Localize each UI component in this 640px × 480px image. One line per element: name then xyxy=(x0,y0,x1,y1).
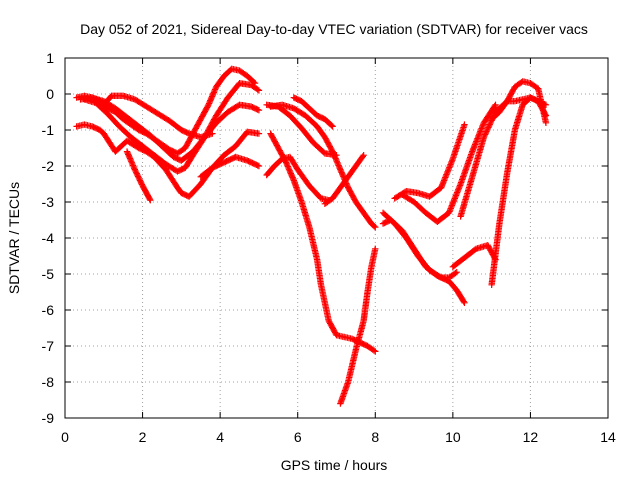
data-point-marker xyxy=(483,128,490,135)
y-tick-label: -6 xyxy=(42,302,55,318)
y-tick-label: -7 xyxy=(42,338,55,354)
data-point-marker xyxy=(146,195,153,203)
data-point-marker xyxy=(461,121,468,128)
x-axis-tick-labels: 0 2 4 6 8 10 12 14 xyxy=(61,429,616,445)
data-point-marker xyxy=(542,119,550,126)
series-arc-6 xyxy=(123,148,154,204)
data-point-marker xyxy=(359,153,366,160)
data-point-marker xyxy=(461,299,468,306)
data-point-marker xyxy=(329,123,336,130)
y-tick-label: 0 xyxy=(46,86,54,102)
data-point-marker xyxy=(485,122,493,130)
y-tick-label: -9 xyxy=(42,410,55,426)
data-point-marker xyxy=(452,269,459,277)
data-point-marker xyxy=(372,348,379,355)
data-point-marker xyxy=(453,269,460,276)
y-tick-label: -1 xyxy=(42,122,55,138)
data-point-marker xyxy=(486,121,493,128)
data-point-marker xyxy=(484,125,491,132)
series-arc-5 xyxy=(100,92,216,141)
series-arc-17 xyxy=(391,121,468,202)
x-tick-label: 6 xyxy=(294,429,302,445)
x-tick-label: 8 xyxy=(371,429,379,445)
data-series xyxy=(73,65,550,407)
y-tick-label: -3 xyxy=(42,194,55,210)
x-tick-label: 0 xyxy=(61,429,69,445)
data-point-marker xyxy=(370,347,378,354)
y-tick-label: -5 xyxy=(42,266,55,282)
y-tick-label: 1 xyxy=(46,50,54,66)
data-point-marker xyxy=(254,86,261,93)
y-tick-label: -8 xyxy=(42,374,55,390)
x-tick-label: 4 xyxy=(216,429,224,445)
data-point-marker xyxy=(209,130,216,137)
data-point-marker xyxy=(483,127,491,134)
chart-title: Day 052 of 2021, Sidereal Day-to-day VTE… xyxy=(80,21,588,37)
data-point-marker xyxy=(255,107,263,114)
series-arc-16 xyxy=(379,216,468,306)
series-arc-13 xyxy=(321,152,367,207)
data-point-marker xyxy=(255,162,263,170)
data-point-marker xyxy=(487,120,494,127)
data-point-marker xyxy=(482,129,490,137)
x-tick-label: 10 xyxy=(445,429,461,445)
x-tick-label: 12 xyxy=(523,429,539,445)
data-point-marker xyxy=(480,134,488,141)
data-point-marker xyxy=(255,130,263,137)
data-point-marker xyxy=(492,101,499,108)
y-tick-label: -4 xyxy=(42,230,55,246)
data-point-marker xyxy=(360,152,367,159)
y-axis-label: SDTVAR / TECUs xyxy=(6,182,22,294)
plot-frame xyxy=(64,57,609,419)
series-arc-3 xyxy=(77,94,263,164)
series-arc-11 xyxy=(267,130,379,355)
series-arc-18 xyxy=(399,101,499,225)
data-point-marker xyxy=(372,224,379,231)
series-arc-22 xyxy=(488,78,550,126)
data-point-marker xyxy=(372,245,379,252)
data-point-marker xyxy=(542,101,550,108)
x-tick-label: 2 xyxy=(139,429,147,445)
series-arc-14 xyxy=(337,245,379,407)
data-point-marker xyxy=(147,197,154,204)
series-arc-12 xyxy=(290,94,336,130)
data-point-marker xyxy=(328,122,335,129)
data-point-marker xyxy=(255,87,263,94)
data-point-marker xyxy=(481,132,488,139)
series-arc-10 xyxy=(267,101,379,231)
data-point-marker xyxy=(491,102,498,110)
y-axis-tick-labels: 1 0 -1 -2 -3 -4 -5 -6 -7 -8 -9 xyxy=(42,50,55,426)
data-point-marker xyxy=(481,131,489,138)
series-arc-7 xyxy=(197,153,263,180)
y-tick-label: -2 xyxy=(42,158,55,174)
data-point-marker xyxy=(485,124,492,131)
data-point-marker xyxy=(371,223,378,230)
x-axis-label: GPS time / hours xyxy=(281,457,388,473)
series-arc-4 xyxy=(73,121,263,200)
x-tick-label: 14 xyxy=(600,429,616,445)
data-point-marker xyxy=(460,298,467,305)
